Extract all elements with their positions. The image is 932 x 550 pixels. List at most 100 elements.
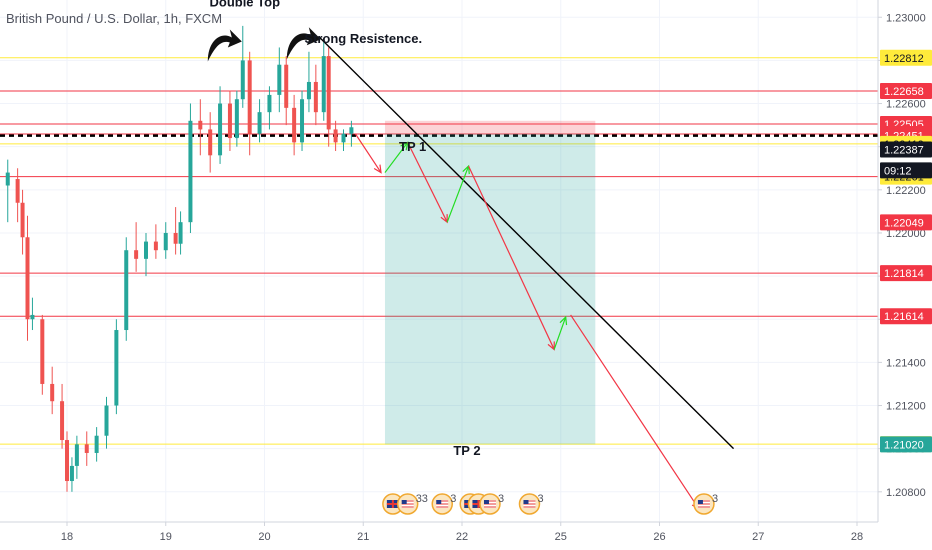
candle-body <box>234 99 239 139</box>
candle-body <box>173 232 178 244</box>
candle-body <box>284 64 289 108</box>
event-count: 3 <box>450 493 456 505</box>
drawings <box>207 27 735 511</box>
projection-arrow <box>553 316 567 350</box>
candle-body <box>5 172 10 186</box>
price-badge-label: 1.22812 <box>884 53 924 65</box>
price-badge-label: 1.22658 <box>884 86 924 98</box>
chart-title: British Pound / U.S. Dollar, 1h, FXCM <box>6 11 222 26</box>
x-tick-label: 22 <box>456 531 468 543</box>
candle-body <box>178 222 183 244</box>
candle-body <box>124 250 129 331</box>
candle-body <box>321 56 326 113</box>
grid <box>0 0 878 522</box>
us-flag-icon <box>697 500 703 504</box>
us-flag-icon <box>523 500 529 504</box>
price-badge-label: 1.21020 <box>884 439 924 451</box>
arrow-head <box>559 315 568 326</box>
price-badge[interactable] <box>880 265 932 282</box>
candle-body <box>69 465 74 482</box>
candle-body <box>163 232 168 251</box>
candle-body <box>349 127 354 134</box>
projection-arrow <box>468 165 555 350</box>
candle-body <box>277 64 282 95</box>
event-count: 3 <box>498 493 504 505</box>
candle-body <box>65 440 69 482</box>
price-badge[interactable] <box>880 214 932 231</box>
price-badge[interactable] <box>880 49 932 66</box>
y-tick-label: 1.21200 <box>886 401 926 413</box>
price-badge-label: 1.21814 <box>884 268 924 280</box>
stop-zone[interactable] <box>384 120 596 134</box>
annotation-label: TP 2 <box>453 443 480 458</box>
annotation-label: Double Top <box>209 0 280 9</box>
candle-body <box>240 60 245 100</box>
y-tick-label: 1.23000 <box>886 12 926 24</box>
event-count: 33 <box>416 493 428 505</box>
candle-body <box>134 250 139 259</box>
target-zone[interactable] <box>384 133 596 445</box>
candle-body <box>313 81 318 113</box>
annotation-label: Strong Resistence. <box>304 31 422 46</box>
candle-body <box>144 241 148 259</box>
x-tick-label: 28 <box>851 531 863 543</box>
trendline <box>318 36 735 450</box>
annotations: Double Top Strong Resistence. TP 1 TP 2 <box>209 0 480 458</box>
position-box[interactable] <box>384 120 596 445</box>
x-tick-label: 25 <box>555 531 567 543</box>
x-tick-label: 21 <box>357 531 369 543</box>
price-badge[interactable] <box>880 83 932 100</box>
price-badge-label: 09:12 <box>884 165 912 177</box>
candle-body <box>198 120 203 130</box>
price-badge[interactable] <box>880 308 932 325</box>
arrow-head <box>373 164 382 174</box>
candle-body <box>300 99 305 143</box>
price-badge-label: 1.22049 <box>884 217 924 229</box>
arrow-head <box>440 214 448 224</box>
candle-body <box>227 103 232 139</box>
annotation-label: TP 1 <box>399 139 426 154</box>
candle-body <box>25 237 30 320</box>
candle-body <box>94 435 99 453</box>
price-badge-label: 1.22387 <box>884 144 924 156</box>
candle-body <box>218 103 223 156</box>
curved-arrow-icon <box>207 29 242 62</box>
price-badge-label: 1.21614 <box>884 311 924 323</box>
candle-body <box>326 56 331 130</box>
candle-body <box>153 241 158 251</box>
candle-body <box>15 179 20 203</box>
candle-body <box>50 383 55 402</box>
candle-body <box>20 202 25 238</box>
y-tick-label: 1.22600 <box>886 99 926 111</box>
projection-arrow <box>446 165 470 223</box>
horizontal-levels <box>0 57 932 445</box>
x-tick-label: 20 <box>258 531 270 543</box>
y-tick-label: 1.22000 <box>886 228 926 240</box>
candle-body <box>208 129 213 156</box>
us-flag-icon <box>401 500 407 504</box>
candle-body <box>104 405 109 436</box>
x-tick-label: 26 <box>653 531 665 543</box>
price-badge[interactable] <box>880 162 932 179</box>
projection-arrow <box>354 133 382 173</box>
projection-arrow <box>384 142 409 173</box>
candles <box>5 25 354 492</box>
us-flag-icon <box>436 500 442 504</box>
price-badge[interactable] <box>880 436 932 453</box>
y-tick-label: 1.21400 <box>886 357 926 369</box>
y-tick-label: 1.20800 <box>886 487 926 499</box>
candle-body <box>114 330 119 406</box>
candle-body <box>60 401 65 441</box>
candle-body <box>306 81 311 100</box>
y-tick-label: 1.22200 <box>886 185 926 197</box>
price-badge[interactable] <box>880 141 932 158</box>
x-tick-label: 18 <box>61 531 73 543</box>
candle-body <box>267 94 272 113</box>
event-count: 3 <box>712 493 718 505</box>
us-flag-icon <box>483 500 489 504</box>
event-icons: 33337333 <box>382 493 718 515</box>
projection-arrow <box>407 142 448 223</box>
event-count: 3 <box>537 493 543 505</box>
